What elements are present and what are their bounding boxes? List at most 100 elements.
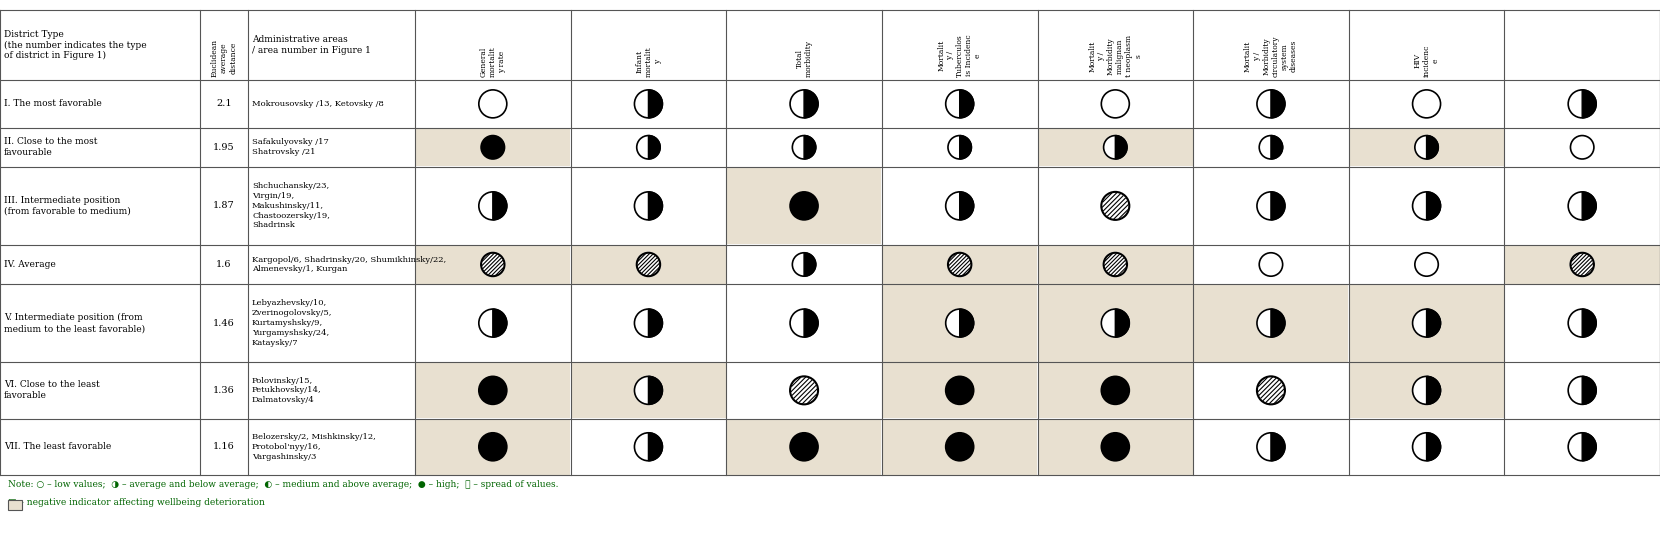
Circle shape xyxy=(637,136,661,159)
Circle shape xyxy=(478,192,506,220)
Text: 1.95: 1.95 xyxy=(212,143,234,152)
Wedge shape xyxy=(959,90,974,118)
Circle shape xyxy=(1570,253,1594,276)
Wedge shape xyxy=(1272,90,1285,118)
Circle shape xyxy=(790,192,818,220)
Text: Shchuchansky/23,
Virgin/19,
Makushinsky/11,
Chastoozersky/19,
Shadrinsk: Shchuchansky/23, Virgin/19, Makushinsky/… xyxy=(252,182,330,229)
Wedge shape xyxy=(1582,90,1597,118)
Bar xyxy=(0,128,1660,167)
Circle shape xyxy=(478,376,506,404)
Bar xyxy=(8,500,22,510)
Bar xyxy=(1194,285,1348,362)
Wedge shape xyxy=(1582,433,1597,461)
Wedge shape xyxy=(1272,433,1285,461)
Wedge shape xyxy=(649,90,662,118)
Wedge shape xyxy=(1426,433,1441,461)
Wedge shape xyxy=(649,376,662,404)
Text: HIV
incidenc
e: HIV incidenc e xyxy=(1413,44,1439,77)
Bar xyxy=(415,128,569,166)
Wedge shape xyxy=(1426,309,1441,337)
Circle shape xyxy=(1257,376,1285,404)
Circle shape xyxy=(634,192,662,220)
Wedge shape xyxy=(959,309,974,337)
Text: Safakulyovsky /17
Shatrovsky /21: Safakulyovsky /17 Shatrovsky /21 xyxy=(252,138,329,156)
Circle shape xyxy=(1101,433,1129,461)
Text: VI. Close to the least
favorable: VI. Close to the least favorable xyxy=(3,381,100,400)
Bar xyxy=(1350,128,1504,166)
Circle shape xyxy=(1414,136,1438,159)
Text: II. Close to the most
favourable: II. Close to the most favourable xyxy=(3,137,98,158)
Circle shape xyxy=(1104,136,1127,159)
Circle shape xyxy=(1569,90,1597,118)
Circle shape xyxy=(478,309,506,337)
Bar xyxy=(415,363,569,418)
Circle shape xyxy=(948,136,971,159)
Text: Polovinsky/15,
Petukhovsky/14,
Dalmatovsky/4: Polovinsky/15, Petukhovsky/14, Dalmatovs… xyxy=(252,377,322,404)
Circle shape xyxy=(1257,433,1285,461)
Circle shape xyxy=(1569,376,1597,404)
Bar xyxy=(415,419,569,474)
Text: Kargopol/6, Shadrinsky/20, Shumikhinsky/22,
Almenevsky/1, Kurgan: Kargopol/6, Shadrinsky/20, Shumikhinsky/… xyxy=(252,256,447,273)
Wedge shape xyxy=(803,309,818,337)
Circle shape xyxy=(1413,192,1441,220)
Text: □ – negative indicator affecting wellbeing deterioration: □ – negative indicator affecting wellbei… xyxy=(8,498,266,507)
Bar xyxy=(571,363,725,418)
Bar xyxy=(1038,285,1192,362)
Text: Euclidean
average
distance: Euclidean average distance xyxy=(211,39,237,77)
Wedge shape xyxy=(1116,136,1127,159)
Text: Belozersky/2, Mishkinsky/12,
Protobol'nyy/16,
Vargashinsky/3: Belozersky/2, Mishkinsky/12, Protobol'ny… xyxy=(252,433,375,460)
Bar xyxy=(1506,245,1660,284)
Circle shape xyxy=(792,136,815,159)
Bar xyxy=(0,167,1660,245)
Wedge shape xyxy=(649,136,661,159)
Wedge shape xyxy=(803,136,815,159)
Wedge shape xyxy=(959,136,971,159)
Text: V. Intermediate position (from
medium to the least favorable): V. Intermediate position (from medium to… xyxy=(3,313,144,333)
Circle shape xyxy=(481,253,505,276)
Bar xyxy=(0,362,1660,419)
Circle shape xyxy=(790,90,818,118)
Circle shape xyxy=(1569,309,1597,337)
Bar xyxy=(883,285,1038,362)
Wedge shape xyxy=(1426,136,1438,159)
Bar xyxy=(1038,363,1192,418)
Text: Administrative areas
/ area number in Figure 1: Administrative areas / area number in Fi… xyxy=(252,35,370,55)
Text: I. The most favorable: I. The most favorable xyxy=(3,99,101,108)
Text: Total
morbidity: Total morbidity xyxy=(795,40,813,77)
Circle shape xyxy=(946,309,974,337)
Circle shape xyxy=(790,433,818,461)
Circle shape xyxy=(790,309,818,337)
Wedge shape xyxy=(1272,192,1285,220)
Text: General
mortalit
y rate: General mortalit y rate xyxy=(480,47,506,77)
Wedge shape xyxy=(959,192,974,220)
Circle shape xyxy=(946,90,974,118)
Circle shape xyxy=(946,376,974,404)
Wedge shape xyxy=(493,192,506,220)
Circle shape xyxy=(1413,309,1441,337)
Bar xyxy=(1038,245,1192,284)
Wedge shape xyxy=(1426,376,1441,404)
Circle shape xyxy=(634,309,662,337)
Bar xyxy=(1350,363,1504,418)
Wedge shape xyxy=(649,192,662,220)
Bar xyxy=(415,245,569,284)
Circle shape xyxy=(637,253,661,276)
Bar xyxy=(1038,419,1192,474)
Wedge shape xyxy=(1272,136,1283,159)
Wedge shape xyxy=(1272,309,1285,337)
Bar xyxy=(727,167,881,244)
Circle shape xyxy=(1413,376,1441,404)
Circle shape xyxy=(1257,192,1285,220)
Wedge shape xyxy=(1582,192,1597,220)
Circle shape xyxy=(1413,433,1441,461)
Wedge shape xyxy=(1582,309,1597,337)
Text: IV. Average: IV. Average xyxy=(3,260,56,269)
Wedge shape xyxy=(1426,192,1441,220)
Circle shape xyxy=(1101,192,1129,220)
Text: Note: ○ – low values;  ◑ – average and below average;  ◐ – medium and above aver: Note: ○ – low values; ◑ – average and be… xyxy=(8,480,558,489)
Bar xyxy=(0,245,1660,284)
Text: Mortalit
y /
Tuberculos
is Incidenc
e: Mortalit y / Tuberculos is Incidenc e xyxy=(938,34,983,77)
Wedge shape xyxy=(649,309,662,337)
Wedge shape xyxy=(803,253,815,276)
Wedge shape xyxy=(1582,376,1597,404)
